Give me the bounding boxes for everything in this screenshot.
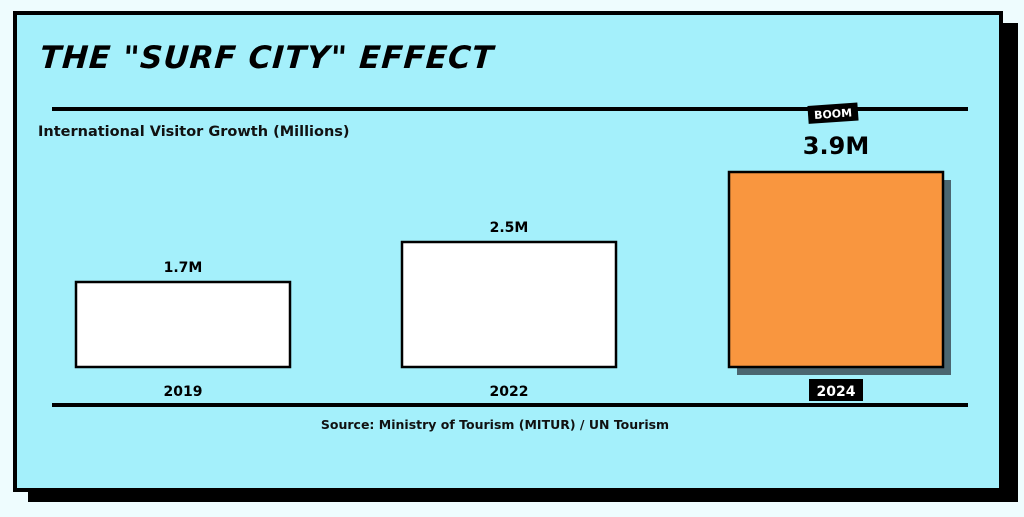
source-note: Source: Ministry of Tourism (MITUR) / UN… <box>320 417 670 432</box>
bar-2019 <box>74 280 292 369</box>
boom-badge-text: BOOM <box>814 106 853 122</box>
value-label: 2.5M <box>490 220 529 236</box>
value-label: 1.7M <box>164 260 203 276</box>
category-label: 2022 <box>490 384 529 400</box>
year-badge <box>809 379 863 401</box>
chart-subtitle: International Visitor Growth (Millions) <box>38 124 350 140</box>
baseline-divider <box>52 403 968 407</box>
bar-2024 <box>727 170 945 369</box>
category-label: 2024 <box>817 384 856 400</box>
bar-2022 <box>400 240 618 369</box>
boom-badge <box>807 102 859 124</box>
category-label: 2019 <box>164 384 203 400</box>
title-divider <box>52 107 968 111</box>
value-label: 3.9M <box>803 132 869 160</box>
